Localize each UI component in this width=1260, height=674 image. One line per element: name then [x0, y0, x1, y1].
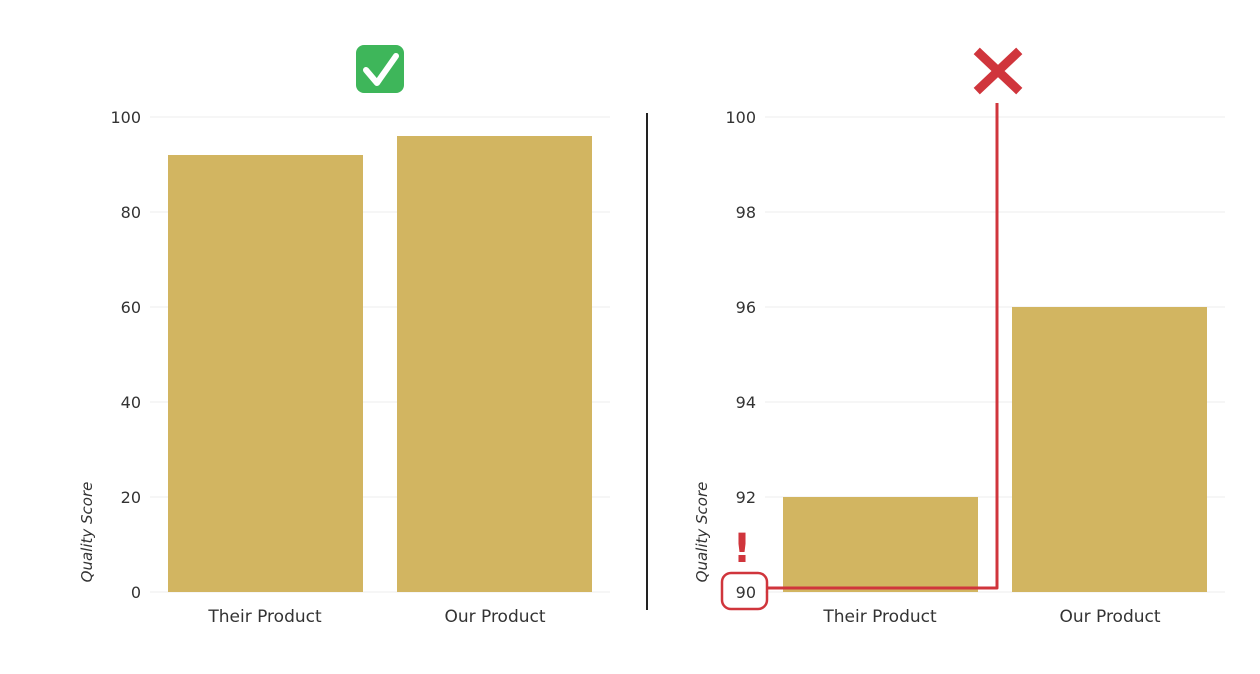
right-y-tick-label: 96: [736, 298, 756, 317]
left-y-tick-label: 100: [110, 108, 141, 127]
right-x-tick-label: Their Product: [822, 607, 937, 627]
left-x-tick-label: Our Product: [444, 607, 545, 627]
left-chart: 0 20 40 60 80 100 Quality Score Their Pr…: [78, 45, 610, 627]
left-y-tick-label: 80: [121, 203, 141, 222]
right-y-tick-labels: 90 92 94 96 98 100: [725, 108, 756, 602]
left-y-axis-label: Quality Score: [78, 482, 96, 583]
truncated-axis-annotation: !: [720, 103, 999, 611]
left-bar-their-product: [168, 155, 363, 592]
left-bar-our-product: [397, 136, 592, 592]
left-x-tick-label: Their Product: [207, 607, 322, 627]
annotation-connector-line: [767, 103, 999, 590]
right-y-tick-label: 92: [736, 488, 756, 507]
left-y-tick-label: 40: [121, 393, 141, 412]
highlighted-tick-box: [720, 571, 769, 611]
right-y-tick-label-highlighted: 90: [736, 583, 756, 602]
left-y-tick-labels: 0 20 40 60 80 100: [110, 108, 141, 602]
right-x-tick-label: Our Product: [1059, 607, 1160, 627]
left-y-tick-label: 0: [131, 583, 141, 602]
right-bar-their-product: [783, 497, 978, 592]
check-mark-icon: [356, 45, 404, 93]
left-y-tick-label: 60: [121, 298, 141, 317]
cross-mark-icon: [973, 47, 1023, 95]
right-chart: 90 92 94 96 98 100 Quality Score Their P…: [693, 47, 1225, 627]
left-y-tick-label: 20: [121, 488, 141, 507]
right-y-tick-label: 100: [725, 108, 756, 127]
right-y-tick-label: 94: [736, 393, 756, 412]
exclamation-mark: !: [733, 526, 751, 572]
right-y-tick-label: 98: [736, 203, 756, 222]
right-y-axis-label: Quality Score: [693, 482, 711, 583]
right-bar-our-product: [1012, 307, 1207, 592]
